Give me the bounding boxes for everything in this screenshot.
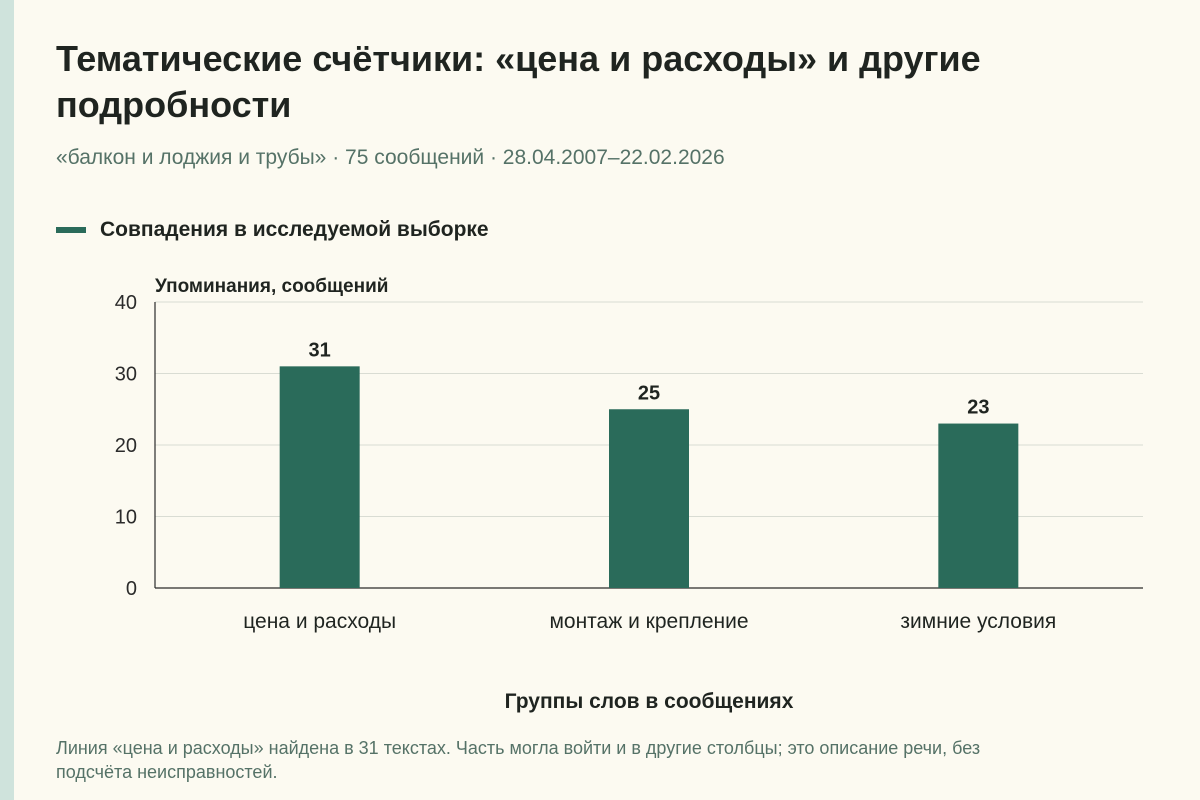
bar bbox=[279, 366, 360, 588]
y-tick-label: 0 bbox=[126, 578, 137, 600]
footnote: Линия «цена и расходы» найдена в 31 текс… bbox=[56, 738, 981, 782]
side-accent-stripe bbox=[0, 0, 14, 800]
y-tick-label: 40 bbox=[115, 292, 137, 314]
x-tick-label: цена и расходы bbox=[243, 610, 396, 633]
legend: Совпадения в исследуемой выборке bbox=[56, 218, 489, 242]
legend-label: Совпадения в исследуемой выборке bbox=[100, 218, 489, 241]
y-tick-label: 10 bbox=[115, 507, 137, 529]
x-axis-label: Группы слов в сообщениях bbox=[505, 690, 794, 713]
x-tick-label: зимние условия bbox=[900, 610, 1056, 633]
chart-title: Тематические счётчики: «цена и расходы» … bbox=[56, 38, 981, 125]
bar bbox=[609, 409, 689, 588]
bar bbox=[938, 423, 1019, 588]
y-tick-label: 20 bbox=[115, 435, 137, 457]
legend-swatch bbox=[56, 227, 86, 233]
data-label: 25 bbox=[638, 382, 660, 404]
data-label: 23 bbox=[967, 397, 989, 419]
y-axis-label: Упоминания, сообщений bbox=[155, 276, 388, 297]
data-label: 31 bbox=[309, 339, 331, 361]
y-tick-label: 30 bbox=[115, 364, 137, 386]
x-tick-label: монтаж и крепление bbox=[549, 610, 748, 633]
chart-subtitle: «балкон и лоджия и трубы» · 75 сообщений… bbox=[56, 146, 725, 169]
